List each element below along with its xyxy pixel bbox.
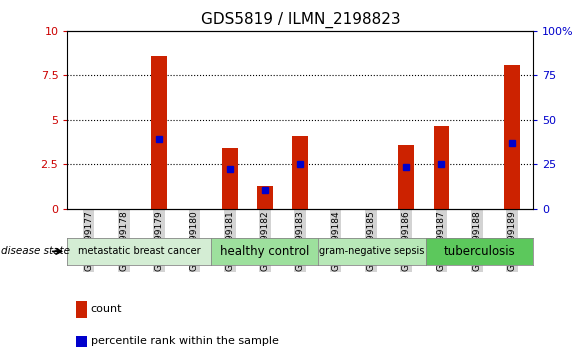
Text: percentile rank within the sample: percentile rank within the sample [91,336,279,346]
Bar [151,56,167,209]
Title: GDS5819 / ILMN_2198823: GDS5819 / ILMN_2198823 [200,12,400,28]
Bar [434,126,449,209]
Text: disease state: disease state [1,246,70,256]
Bar [292,136,308,209]
Text: tuberculosis: tuberculosis [444,245,515,258]
Text: gram-negative sepsis: gram-negative sepsis [319,246,425,256]
Text: count: count [91,303,122,314]
Text: healthy control: healthy control [220,245,309,258]
Bar [257,185,273,209]
Bar [504,65,520,209]
Bar [222,148,238,209]
Bar [398,145,414,209]
Text: metastatic breast cancer: metastatic breast cancer [78,246,200,256]
